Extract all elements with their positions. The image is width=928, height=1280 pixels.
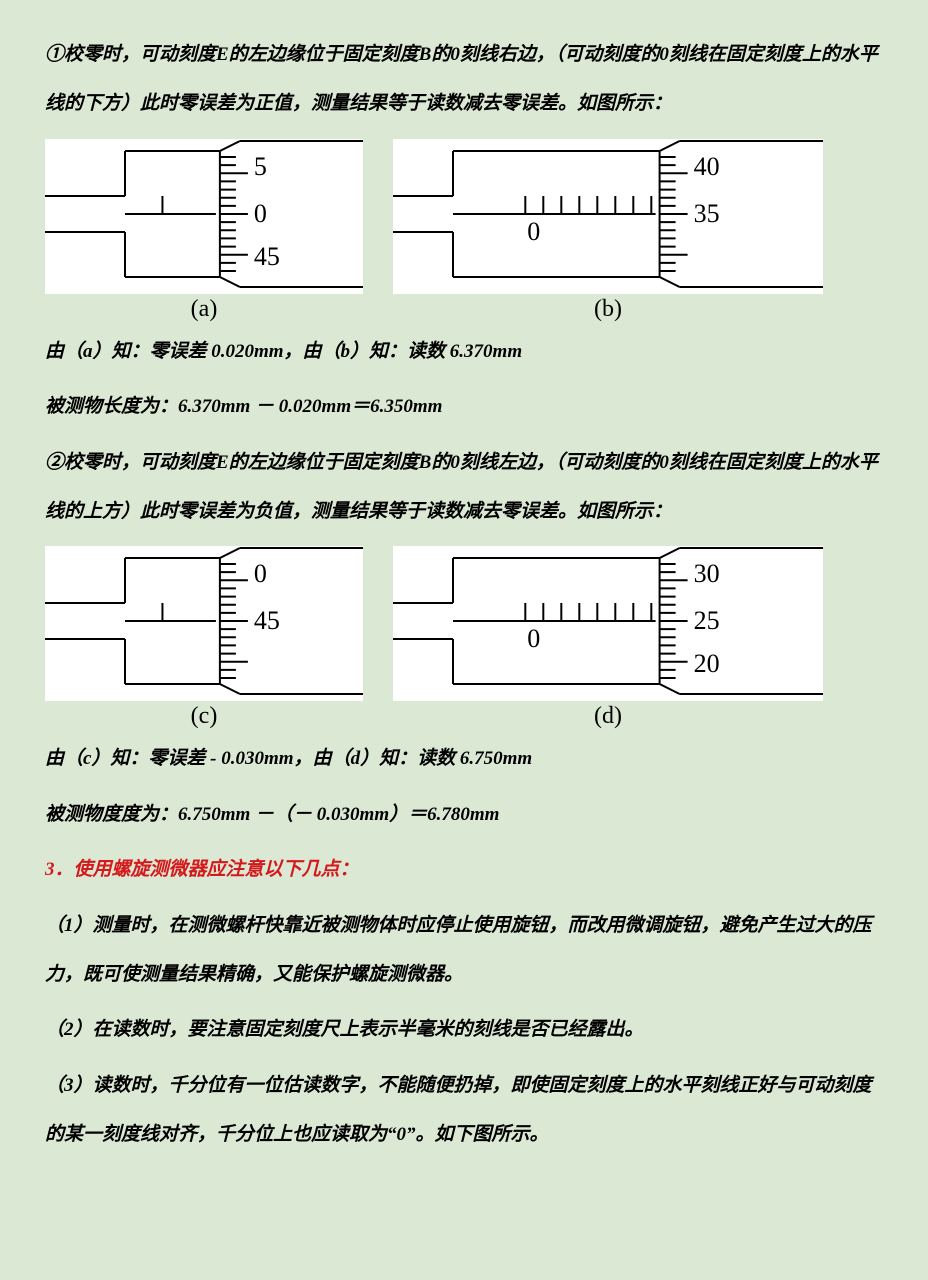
svg-text:0: 0 <box>527 217 540 246</box>
paragraph-8: （1）测量时，在测微螺杆快靠近被测物体时应停止使用旋钮，而改用微调旋钮，避免产生… <box>45 901 883 1000</box>
figure-row-cd: 0 45 (c) 0 30 25 20 (d) <box>45 546 883 730</box>
figure-c-label: (c) <box>45 703 363 730</box>
svg-text:25: 25 <box>694 606 720 635</box>
figure-row-ab: 5 0 45 (a) 0 40 35 (b) <box>45 139 883 323</box>
figure-a-label: (a) <box>45 296 363 323</box>
figure-d-wrap: 0 30 25 20 (d) <box>393 546 823 730</box>
figure-b-label: (b) <box>393 296 823 323</box>
paragraph-6: 被测物度度为：6.750mm －（－ 0.030mm）＝6.780mm <box>45 790 883 839</box>
svg-text:40: 40 <box>694 152 720 181</box>
svg-text:45: 45 <box>254 242 280 271</box>
figure-c-wrap: 0 45 (c) <box>45 546 363 730</box>
paragraph-2: 由（a）知：零误差 0.020mm，由（b）知：读数 6.370mm <box>45 327 883 376</box>
figure-a: 5 0 45 <box>45 139 363 294</box>
paragraph-3: 被测物长度为：6.370mm － 0.020mm＝6.350mm <box>45 382 883 431</box>
figure-d-label: (d) <box>393 703 823 730</box>
svg-text:45: 45 <box>254 606 280 635</box>
svg-text:20: 20 <box>694 649 720 678</box>
svg-text:5: 5 <box>254 152 267 181</box>
figure-b: 0 40 35 <box>393 139 823 294</box>
paragraph-10: （3）读数时，千分位有一位估读数字，不能随便扔掉，即使固定刻度上的水平刻线正好与… <box>45 1061 883 1160</box>
paragraph-4: ②校零时，可动刻度E的左边缘位于固定刻度B的0刻线左边，（可动刻度的0刻线在固定… <box>45 438 883 537</box>
svg-text:0: 0 <box>527 624 540 653</box>
svg-text:35: 35 <box>694 199 720 228</box>
svg-text:0: 0 <box>254 559 267 588</box>
figure-a-wrap: 5 0 45 (a) <box>45 139 363 323</box>
figure-b-wrap: 0 40 35 (b) <box>393 139 823 323</box>
svg-text:0: 0 <box>254 199 267 228</box>
figure-d: 0 30 25 20 <box>393 546 823 701</box>
paragraph-5: 由（c）知：零误差 - 0.030mm，由（d）知：读数 6.750mm <box>45 734 883 783</box>
figure-c: 0 45 <box>45 546 363 701</box>
paragraph-9: （2）在读数时，要注意固定刻度尺上表示半毫米的刻线是否已经露出。 <box>45 1005 883 1054</box>
document-page: ①校零时，可动刻度E的左边缘位于固定刻度B的0刻线右边，（可动刻度的0刻线在固定… <box>0 0 928 1195</box>
paragraph-1: ①校零时，可动刻度E的左边缘位于固定刻度B的0刻线右边，（可动刻度的0刻线在固定… <box>45 30 883 129</box>
paragraph-7-heading: 3．使用螺旋测微器应注意以下几点： <box>45 845 883 894</box>
svg-text:30: 30 <box>694 559 720 588</box>
